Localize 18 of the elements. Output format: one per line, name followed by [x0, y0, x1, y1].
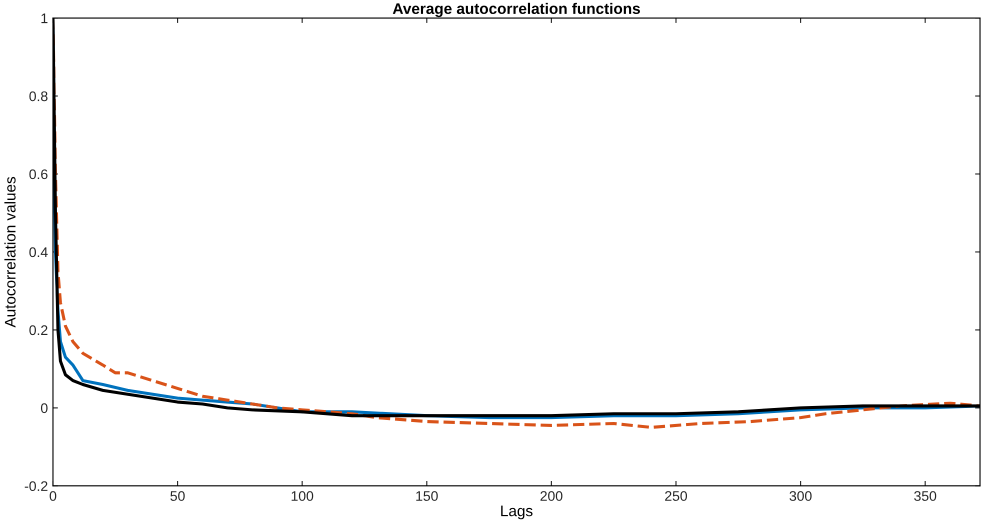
y-tick-label: 1 [41, 14, 48, 24]
x-tick-label: 50 [170, 491, 185, 501]
x-axis-title: Lags [501, 506, 533, 520]
x-tick-label: 150 [416, 491, 438, 501]
y-tick-label: -0.2 [24, 481, 48, 492]
x-tick-label: 300 [790, 491, 812, 501]
x-tick-label: 0 [50, 491, 56, 501]
y-tick-label: 0.4 [29, 247, 48, 258]
y-tick-label: 0.2 [29, 325, 48, 336]
y-tick-label: 0.6 [29, 169, 48, 180]
x-tick-label: 200 [540, 491, 562, 501]
x-tick-label: 350 [914, 491, 936, 501]
y-axis-title: Autocorrelation values [4, 176, 16, 328]
chart-title: Average autocorrelation functions [392, 2, 640, 18]
x-tick-label: 250 [665, 491, 688, 501]
x-tick-label: 100 [292, 491, 314, 501]
y-tick-label: 0 [40, 403, 48, 414]
y-tick-label: 0.8 [29, 91, 48, 102]
